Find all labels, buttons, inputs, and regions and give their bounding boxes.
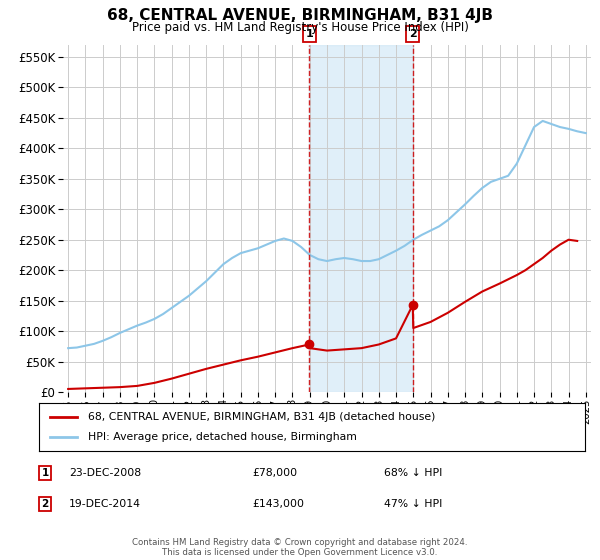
Text: 19-DEC-2014: 19-DEC-2014: [69, 499, 141, 509]
Text: 2: 2: [409, 29, 416, 39]
Text: 2: 2: [41, 499, 49, 509]
Text: HPI: Average price, detached house, Birmingham: HPI: Average price, detached house, Birm…: [88, 432, 357, 442]
Text: £143,000: £143,000: [252, 499, 304, 509]
Text: 68, CENTRAL AVENUE, BIRMINGHAM, B31 4JB (detached house): 68, CENTRAL AVENUE, BIRMINGHAM, B31 4JB …: [88, 412, 436, 422]
Text: 47% ↓ HPI: 47% ↓ HPI: [384, 499, 442, 509]
Text: 1: 1: [41, 468, 49, 478]
Text: 1: 1: [305, 29, 313, 39]
Text: Contains HM Land Registry data © Crown copyright and database right 2024.
This d: Contains HM Land Registry data © Crown c…: [132, 538, 468, 557]
Text: 23-DEC-2008: 23-DEC-2008: [69, 468, 141, 478]
Text: 68, CENTRAL AVENUE, BIRMINGHAM, B31 4JB: 68, CENTRAL AVENUE, BIRMINGHAM, B31 4JB: [107, 8, 493, 24]
Bar: [309, 45, 413, 392]
Text: 68% ↓ HPI: 68% ↓ HPI: [384, 468, 442, 478]
Text: Price paid vs. HM Land Registry's House Price Index (HPI): Price paid vs. HM Land Registry's House …: [131, 21, 469, 34]
Text: £78,000: £78,000: [252, 468, 297, 478]
